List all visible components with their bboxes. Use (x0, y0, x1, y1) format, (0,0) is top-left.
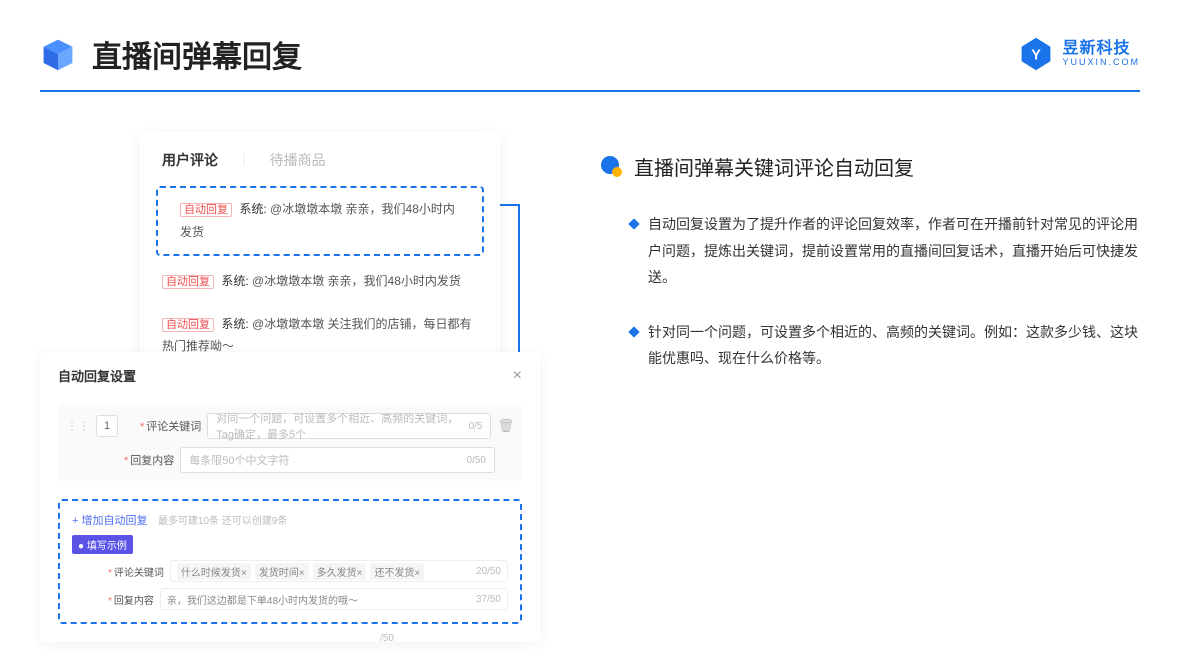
logo-text: 昱新科技 YUUXIN.COM (1062, 40, 1140, 67)
svg-text:Y: Y (1032, 47, 1042, 63)
ex-counter2: 37/50 (476, 594, 501, 605)
settings-title: 自动回复设置 (58, 366, 136, 385)
tag-chip[interactable]: 什么时候发货× (177, 563, 251, 580)
diamond-bullet-icon (628, 218, 639, 229)
order-number: 1 (96, 415, 118, 437)
tag-chip[interactable]: 还不发货× (370, 563, 424, 580)
example-badge: ● 填写示例 (72, 535, 133, 554)
add-auto-reply-link[interactable]: + 增加自动回复 (72, 515, 147, 527)
close-icon[interactable]: × (513, 367, 522, 385)
bullet-item: 自动回复设置为了提升作者的评论回复效率，作者可在开播前针对常见的评论用户问题，提… (600, 211, 1140, 291)
comment-item-highlighted: 自动回复 系统: @冰墩墩本墩 亲亲，我们48小时内发货 (156, 186, 484, 256)
keyword-row: ⋮⋮ 1 *评论关键词 对同一个问题，可设置多个相近、高频的关键词，Tag确定，… (58, 405, 522, 447)
comments-card: 用户评论 | 待播商品 自动回复 系统: @冰墩墩本墩 亲亲，我们48小时内发货… (140, 132, 500, 388)
example-reply-row: *回复内容 亲，我们这边都是下单48小时内发货的哦～ 37/50 (72, 588, 508, 610)
example-box: + 增加自动回复 最多可建10条 还可以创建9条 ● 填写示例 *评论关键词 什… (58, 499, 522, 624)
page-header: 直播间弹幕回复 Y 昱新科技 YUUXIN.COM (0, 0, 1180, 76)
logo-cn: 昱新科技 (1062, 40, 1140, 58)
system-label: 系统: (239, 202, 266, 216)
settings-header: 自动回复设置 × (58, 366, 522, 385)
drag-handle-icon[interactable]: ⋮⋮ (66, 419, 90, 433)
chat-bubble-icon (600, 155, 624, 179)
auto-reply-tag: 自动回复 (162, 318, 214, 332)
bullet-text: 针对同一个问题，可设置多个相近的、高频的关键词。例如：这款多少钱、这块能优惠吗、… (648, 319, 1140, 372)
tab-pending-goods[interactable]: 待播商品 (270, 150, 326, 170)
header-left: 直播间弹幕回复 (40, 32, 302, 76)
outside-counter-row: /50 (380, 633, 394, 644)
tag-chip[interactable]: 多久发货× (313, 563, 367, 580)
ex-tags: 什么时候发货× 发货时间× 多久发货× 还不发货× (177, 563, 424, 580)
left-column: 用户评论 | 待播商品 自动回复 系统: @冰墩墩本墩 亲亲，我们48小时内发货… (40, 132, 560, 400)
right-column: 直播间弹幕关键词评论自动回复 自动回复设置为了提升作者的评论回复效率，作者可在开… (600, 132, 1140, 400)
outside-counter: /50 (380, 633, 394, 644)
page-title: 直播间弹幕回复 (92, 32, 302, 76)
keyword-label: *评论关键词 (140, 418, 201, 434)
ex-reply-label: *回复内容 (108, 592, 154, 607)
tab-user-comments[interactable]: 用户评论 (162, 150, 218, 170)
section-title-row: 直播间弹幕关键词评论自动回复 (600, 152, 1140, 181)
settings-card: 自动回复设置 × ⋮⋮ 1 *评论关键词 对同一个问题，可设置多个相近、高频的关… (40, 352, 540, 642)
ex-keyword-label: *评论关键词 (108, 564, 164, 579)
tabs: 用户评论 | 待播商品 (140, 150, 500, 182)
logo-en: YUUXIN.COM (1062, 58, 1140, 68)
keyword-placeholder: 对同一个问题，可设置多个相近、高频的关键词，Tag确定，最多5个 (216, 410, 468, 442)
comment-text: @冰墩墩本墩 亲亲，我们48小时内发货 (252, 274, 461, 288)
reply-row: *回复内容 每条限50个中文字符 0/50 (58, 447, 522, 481)
diamond-bullet-icon (628, 326, 639, 337)
keyword-input[interactable]: 对同一个问题，可设置多个相近、高频的关键词，Tag确定，最多5个 0/5 (207, 413, 491, 439)
example-keyword-row: *评论关键词 什么时候发货× 发货时间× 多久发货× 还不发货× 20/50 (72, 560, 508, 582)
section-title: 直播间弹幕关键词评论自动回复 (634, 152, 914, 181)
tag-chip[interactable]: 发货时间× (255, 563, 309, 580)
cube-icon (40, 36, 76, 72)
ex-reply-input[interactable]: 亲，我们这边都是下单48小时内发货的哦～ 37/50 (160, 588, 508, 610)
logo-icon: Y (1018, 36, 1054, 72)
reply-input[interactable]: 每条限50个中文字符 0/50 (180, 447, 495, 473)
auto-reply-tag: 自动回复 (162, 275, 214, 289)
ex-reply-text: 亲，我们这边都是下单48小时内发货的哦～ (167, 592, 358, 607)
keyword-counter: 0/5 (469, 421, 483, 432)
reply-counter: 0/50 (467, 455, 486, 466)
connector-top-h (500, 204, 518, 206)
add-hint: 最多可建10条 还可以创建9条 (158, 516, 287, 527)
system-label: 系统: (221, 274, 248, 288)
bullet-item: 针对同一个问题，可设置多个相近的、高频的关键词。例如：这款多少钱、这块能优惠吗、… (600, 319, 1140, 372)
comment-item: 自动回复 系统: @冰墩墩本墩 亲亲，我们48小时内发货 (140, 260, 500, 303)
reply-label: *回复内容 (124, 452, 174, 468)
system-label: 系统: (221, 317, 248, 331)
content: 用户评论 | 待播商品 自动回复 系统: @冰墩墩本墩 亲亲，我们48小时内发货… (0, 92, 1180, 420)
ex-counter1: 20/50 (476, 566, 501, 577)
bullet-text: 自动回复设置为了提升作者的评论回复效率，作者可在开播前针对常见的评论用户问题，提… (648, 211, 1140, 291)
reply-placeholder: 每条限50个中文字符 (189, 452, 289, 468)
auto-reply-tag: 自动回复 (180, 203, 232, 217)
trash-icon[interactable]: 🗑 (497, 418, 514, 434)
ex-keyword-input[interactable]: 什么时候发货× 发货时间× 多久发货× 还不发货× 20/50 (170, 560, 508, 582)
brand-logo: Y 昱新科技 YUUXIN.COM (1018, 36, 1140, 72)
